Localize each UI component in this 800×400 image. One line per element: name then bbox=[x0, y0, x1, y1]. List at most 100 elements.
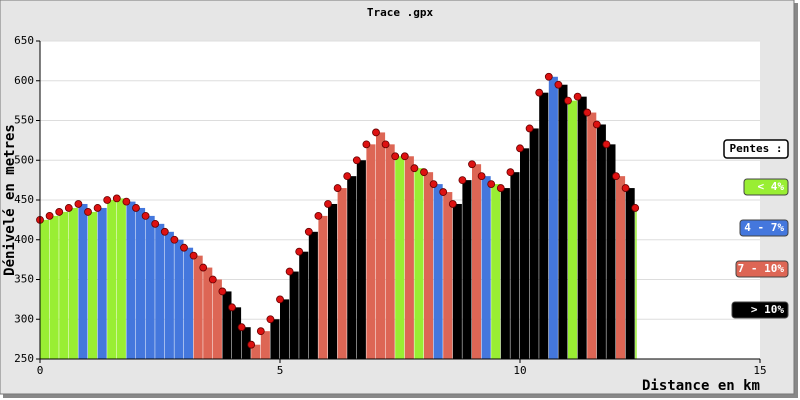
bar bbox=[212, 279, 222, 359]
point bbox=[554, 80, 563, 89]
point bbox=[237, 323, 246, 332]
point bbox=[218, 287, 227, 296]
point bbox=[333, 184, 342, 192]
y-tick-label: 250 bbox=[14, 352, 34, 365]
bar bbox=[145, 215, 155, 359]
bar bbox=[308, 231, 318, 359]
point bbox=[84, 208, 92, 216]
point bbox=[516, 144, 524, 153]
point bbox=[592, 120, 601, 129]
bar bbox=[577, 96, 587, 360]
x-axis-label: Distance en km bbox=[642, 378, 760, 394]
legend-swatch bbox=[739, 219, 789, 237]
point bbox=[256, 327, 265, 336]
bar bbox=[385, 144, 395, 359]
bar bbox=[184, 247, 194, 359]
point bbox=[372, 128, 380, 137]
point bbox=[468, 160, 476, 169]
y-axis-label: Dénivelé en metres bbox=[2, 124, 18, 276]
bar bbox=[443, 192, 453, 359]
bar bbox=[500, 188, 510, 359]
bar bbox=[222, 291, 232, 359]
point bbox=[400, 152, 409, 161]
chart-title: Trace .gpx bbox=[367, 6, 434, 19]
point bbox=[535, 88, 544, 97]
x-tick-label: 15 bbox=[753, 364, 766, 377]
point bbox=[525, 124, 534, 133]
bar bbox=[59, 211, 69, 359]
bar bbox=[107, 200, 117, 359]
bar bbox=[596, 124, 606, 359]
y-tick-label: 550 bbox=[14, 114, 34, 127]
bar bbox=[548, 76, 558, 360]
point bbox=[429, 180, 438, 189]
point bbox=[391, 152, 400, 161]
point bbox=[612, 172, 620, 181]
bar bbox=[510, 172, 520, 359]
x-tick-label: 10 bbox=[513, 364, 526, 377]
point bbox=[506, 168, 515, 177]
bar bbox=[529, 128, 539, 359]
bar bbox=[126, 201, 136, 359]
point bbox=[295, 247, 304, 256]
point bbox=[410, 164, 419, 173]
bar bbox=[318, 215, 328, 359]
bar bbox=[635, 207, 637, 359]
point bbox=[496, 184, 505, 192]
point bbox=[199, 263, 208, 272]
bar bbox=[193, 255, 203, 359]
point bbox=[324, 200, 332, 208]
point bbox=[583, 108, 592, 117]
point bbox=[208, 275, 217, 284]
bar bbox=[40, 219, 50, 359]
legend-label: > 10% bbox=[751, 303, 784, 316]
bar bbox=[395, 156, 405, 359]
bar bbox=[376, 132, 386, 359]
bar bbox=[491, 184, 501, 359]
point bbox=[439, 188, 448, 196]
point bbox=[266, 315, 275, 324]
bar bbox=[49, 215, 59, 359]
point bbox=[160, 227, 169, 236]
point bbox=[314, 211, 323, 220]
point bbox=[132, 204, 140, 212]
point bbox=[448, 200, 457, 208]
bar bbox=[452, 203, 462, 359]
point bbox=[285, 267, 294, 276]
point bbox=[180, 243, 188, 252]
bar bbox=[520, 148, 530, 359]
point bbox=[420, 168, 428, 177]
bar bbox=[328, 203, 338, 359]
bar bbox=[481, 176, 491, 359]
bar bbox=[404, 156, 414, 359]
bar bbox=[299, 251, 309, 359]
bar bbox=[270, 319, 280, 359]
bar bbox=[280, 299, 290, 359]
point bbox=[141, 211, 150, 220]
bar bbox=[241, 327, 251, 359]
point bbox=[74, 200, 83, 208]
bar bbox=[260, 331, 270, 359]
legend-swatch bbox=[743, 178, 789, 196]
point bbox=[352, 156, 361, 165]
bar bbox=[606, 144, 616, 359]
bar bbox=[289, 271, 299, 359]
legend-label: 7 - 10% bbox=[738, 262, 785, 275]
bar bbox=[97, 207, 107, 359]
legend-label: < 4% bbox=[758, 180, 785, 193]
bar bbox=[116, 198, 126, 359]
point bbox=[64, 204, 73, 212]
legend-title: Pentes : bbox=[730, 142, 783, 155]
bar bbox=[347, 176, 357, 359]
bar bbox=[472, 164, 482, 359]
bar bbox=[424, 172, 434, 359]
point bbox=[573, 92, 582, 101]
point bbox=[477, 172, 486, 181]
point bbox=[122, 197, 131, 206]
point bbox=[93, 204, 102, 212]
x-tick-label: 5 bbox=[277, 364, 284, 377]
point bbox=[45, 211, 54, 220]
point bbox=[112, 194, 121, 203]
bar bbox=[88, 211, 98, 359]
